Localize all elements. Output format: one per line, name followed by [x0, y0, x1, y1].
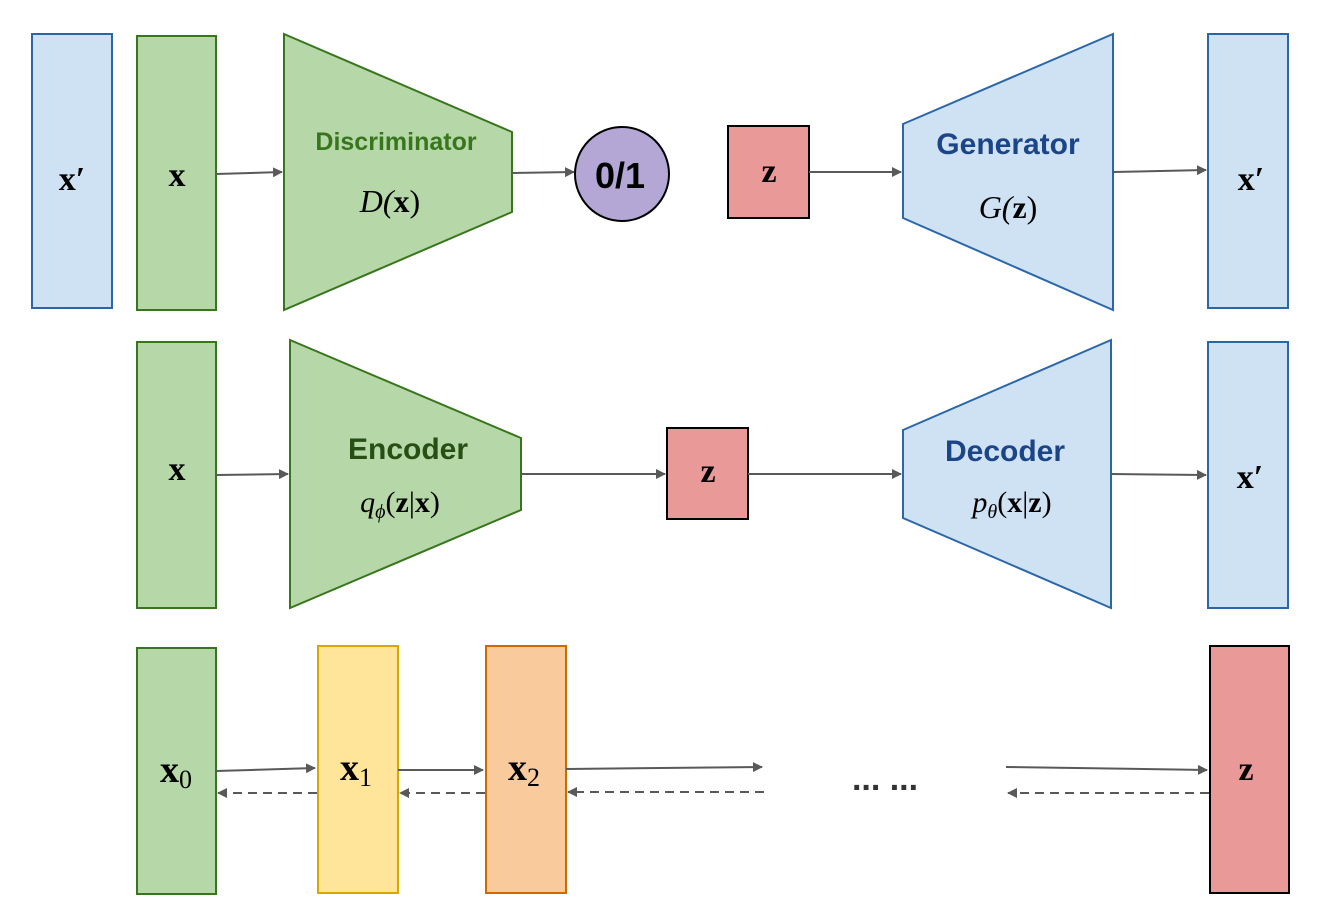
z-vae-label: z: [700, 453, 715, 490]
discriminator-function: D(x): [359, 183, 420, 219]
z-chain-box: [1209, 645, 1290, 894]
generator-function: G(z): [979, 189, 1038, 225]
x0-label: x0: [160, 749, 192, 794]
x-vae-output-box: [1207, 341, 1289, 609]
x1-box: [317, 645, 399, 894]
z-chain-label: z: [1238, 751, 1253, 788]
x-vae-input-label: x: [169, 451, 186, 488]
generator-title: Generator: [936, 128, 1080, 161]
encoder-title: Encoder: [348, 433, 468, 466]
arrow-x0-to-x1: [215, 763, 316, 774]
generator-shape: [902, 32, 1114, 312]
z-gan-label: z: [761, 153, 776, 190]
x-vae-output-label: x′: [1237, 459, 1264, 496]
arrow-discriminator-to-output: [511, 167, 575, 178]
decoder-function: pθ(x|z): [970, 486, 1051, 523]
encoder-shape: [289, 338, 522, 610]
discriminator-shape: [283, 32, 513, 312]
arrow-x-to-encoder: [215, 469, 289, 480]
x-vae-input-box: [136, 341, 217, 609]
decoder-title: Decoder: [945, 435, 1065, 468]
arrow-to-z-forward: [1005, 764, 1208, 775]
arrow-x2-forward: [565, 762, 763, 773]
decoder-shape: [902, 338, 1112, 610]
arrow-x-to-discriminator: [215, 167, 283, 178]
x-generated-box: [1207, 33, 1289, 309]
chain-row: x0 x1 x2 ... ... z: [136, 645, 1290, 895]
arrow-generator-to-x: [1112, 165, 1207, 176]
z-gan-box: [727, 125, 810, 219]
x-real-label: x′: [59, 161, 86, 198]
x0-box: [136, 647, 217, 895]
arrow-decoder-to-x: [1110, 469, 1207, 480]
x1-label: x1: [340, 747, 372, 792]
x2-label: x2: [508, 747, 540, 792]
ellipsis: ... ...: [852, 760, 918, 798]
output-circle: [574, 126, 670, 222]
x2-box: [485, 645, 567, 894]
x-real-box: [31, 33, 113, 309]
x-input-box: [136, 35, 217, 311]
x-generated-label: x′: [1238, 161, 1265, 198]
vae-row: x Encoder qϕ(z|x) z Decoder pθ(x|z) x′: [136, 338, 1289, 610]
encoder-function: qϕ(z|x): [360, 486, 440, 523]
discriminator-title: Discriminator: [315, 128, 476, 156]
x-input-label: x: [169, 157, 186, 194]
output-label: 0/1: [595, 155, 645, 196]
gan-row: x′ x Discriminator D(x) 0/1 z Generator …: [31, 32, 1289, 312]
